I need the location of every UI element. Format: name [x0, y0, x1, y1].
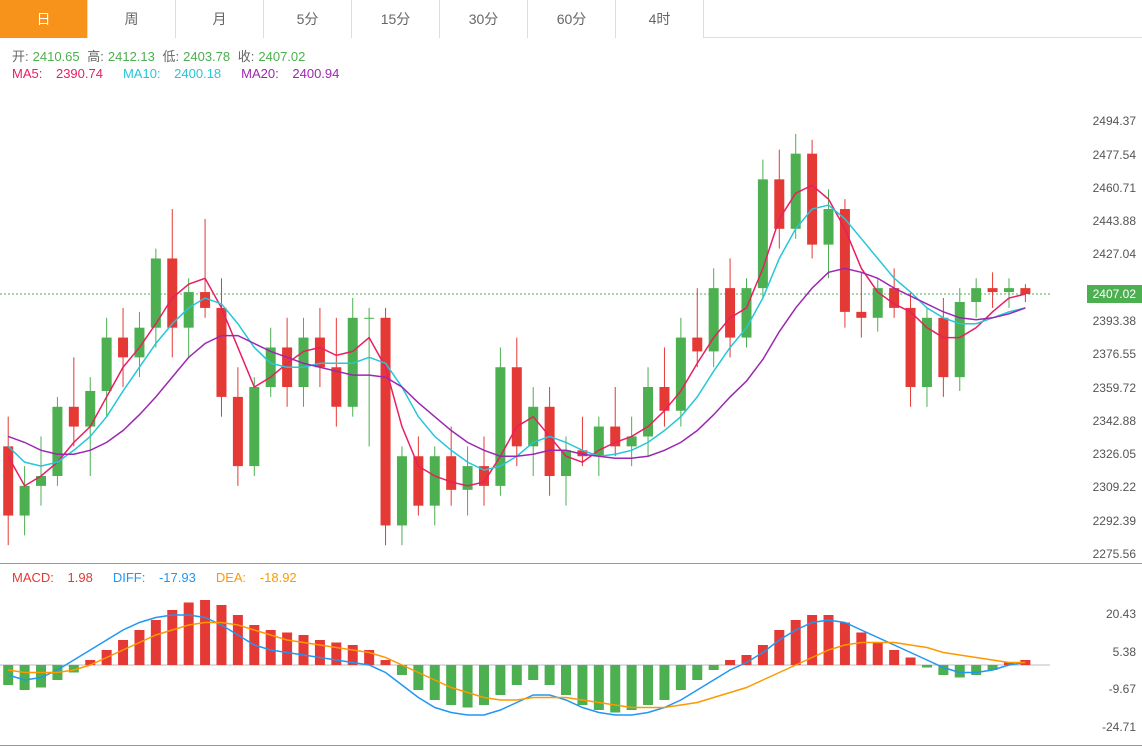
tab-5分[interactable]: 5分: [264, 0, 352, 38]
tab-15分[interactable]: 15分: [352, 0, 440, 38]
yaxis-tick: 2275.56: [1093, 547, 1136, 561]
yaxis-tick: 2326.05: [1093, 447, 1136, 461]
current-price-tag: 2407.02: [1087, 285, 1142, 303]
tab-周[interactable]: 周: [88, 0, 176, 38]
tab-60分[interactable]: 60分: [528, 0, 616, 38]
yaxis-tick: 2494.37: [1093, 114, 1136, 128]
candlestick-chart: 开:2410.65 高:2412.13 低:2403.78 收:2407.02 …: [0, 38, 1142, 564]
macd-yaxis-tick: -24.71: [1102, 720, 1136, 734]
yaxis-tick: 2443.88: [1093, 214, 1136, 228]
macd-yaxis-tick: 20.43: [1106, 607, 1136, 621]
tab-月[interactable]: 月: [176, 0, 264, 38]
yaxis-tick: 2427.04: [1093, 247, 1136, 261]
macd-yaxis-tick: -9.67: [1109, 682, 1136, 696]
yaxis-tick: 2359.72: [1093, 381, 1136, 395]
macd-yaxis-tick: 5.38: [1113, 645, 1136, 659]
yaxis-tick: 2292.39: [1093, 514, 1136, 528]
yaxis-tick: 2376.55: [1093, 347, 1136, 361]
yaxis-tick: 2309.22: [1093, 480, 1136, 494]
tab-4时[interactable]: 4时: [616, 0, 704, 38]
yaxis-tick: 2342.88: [1093, 414, 1136, 428]
tab-日[interactable]: 日: [0, 0, 88, 38]
tab-30分[interactable]: 30分: [440, 0, 528, 38]
timeframe-tabs: 日周月5分15分30分60分4时: [0, 0, 1142, 38]
yaxis-tick: 2477.54: [1093, 148, 1136, 162]
macd-chart: MACD: 1.98DIFF: -17.93DEA: -18.92 20.435…: [0, 564, 1142, 746]
yaxis-tick: 2460.71: [1093, 181, 1136, 195]
yaxis-tick: 2393.38: [1093, 314, 1136, 328]
